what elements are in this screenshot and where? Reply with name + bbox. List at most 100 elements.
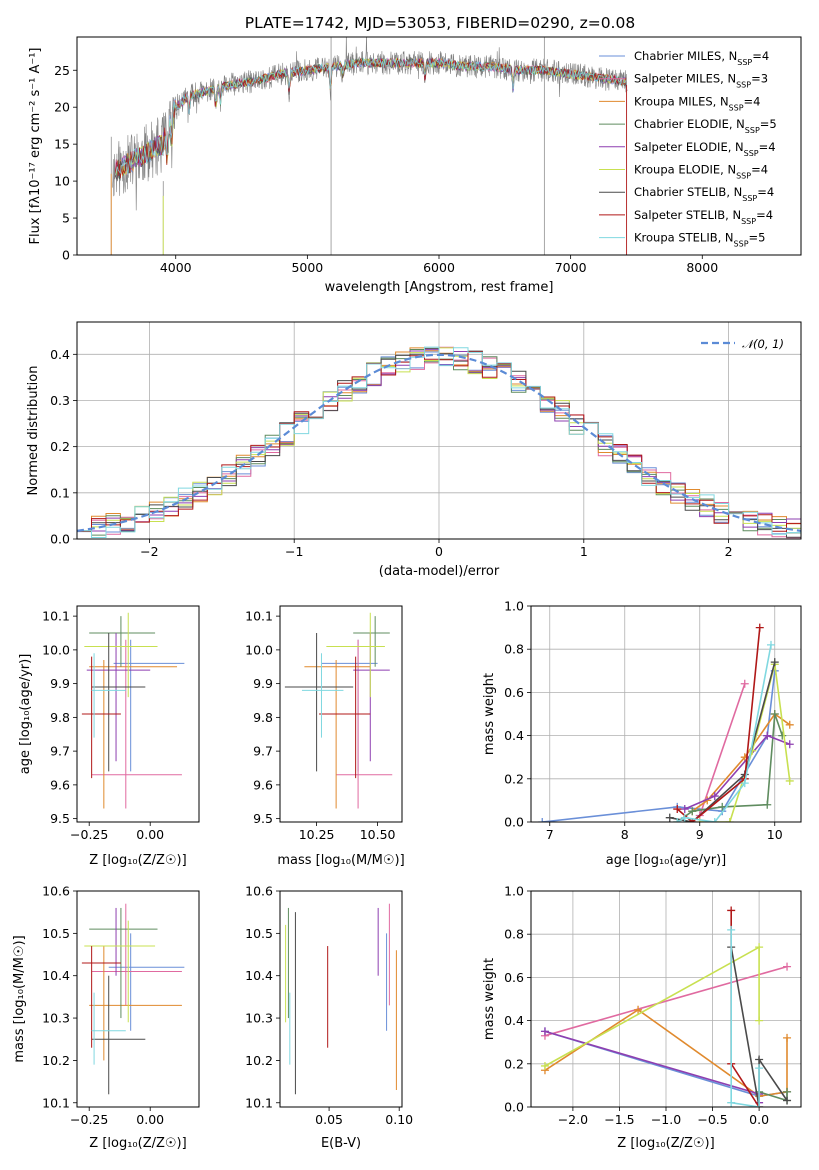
plot-area [81,612,185,809]
y-tick-label: 9.5 [50,811,70,826]
x-axis-label: mass [log₁₀(M/M☉)] [277,853,404,868]
y-tick-label: 10.4 [245,968,273,983]
x-tick-label: 10.25 [299,827,335,842]
y-tick-label: 10.4 [42,968,70,983]
errorbar-kroupa-stelib [91,653,126,738]
axes-frame [76,890,200,1108]
plot-area [285,903,397,1095]
x-tick-label: −2.0 [558,1112,588,1127]
axes-frame [76,605,200,823]
y-tick-label: 15 [54,137,70,152]
x-tick-label: 8000 [686,260,718,275]
errorbar-salpeter-miles [336,639,393,809]
y-tick-label: 9.7 [50,744,70,759]
errorbar-kroupa-miles [89,660,178,809]
weight-point-marker [727,1098,736,1107]
errorbar-chabrier-elodie [353,616,390,667]
y-tick-label: 10.6 [42,884,70,899]
axes-frame [530,890,802,1108]
figure-title: PLATE=1742, MJD=53053, FIBERID=0290, z=0… [245,14,635,32]
y-tick-label: 0.8 [504,927,524,942]
x-tick-label: 0.0 [749,1112,769,1127]
weight-line [676,713,784,822]
y-tick-label: 10.1 [245,1095,273,1110]
y-tick-label: 0.6 [504,970,524,985]
x-tick-label: −0.25 [70,827,108,842]
x-tick-label: −1 [285,544,303,559]
weight-point-marker [783,1033,792,1042]
weight-line [676,644,772,822]
weight-line [684,734,791,810]
errorbar-kroupa-elodie [326,612,385,698]
y-axis-label: mass weight [482,958,497,1040]
weight-point-marker [763,731,772,740]
weight-point-marker [538,818,547,822]
y-tick-label: 10.1 [42,1095,70,1110]
weight-point-marker [783,1096,792,1105]
weight-point-marker [770,710,779,718]
y-tick-label: 0.3 [50,393,70,408]
y-tick-label: 9.9 [50,676,70,691]
weight-point-marker [785,720,794,729]
legend-entry: Kroupa MILES, NSSP=4 [634,94,760,112]
x-tick-label: 7000 [555,260,587,275]
y-tick-label: 9.7 [253,744,273,759]
x-axis-label: age [log₁₀(age/yr)] [606,853,727,868]
weight-point-marker [727,906,736,915]
y-tick-label: 1.0 [504,599,524,614]
x-tick-label: 0.00 [136,827,164,842]
weight-point-marker [763,800,772,809]
y-tick-label: 10.6 [245,884,273,899]
y-axis-label: Normed distribution [26,366,41,496]
y-tick-label: 0.0 [50,532,70,547]
residuals-panel: −2 −1 0 1 2 0.0 0.1 0.2 0.3 0.4 (data-model)/error… [26,321,802,579]
x-tick-label: −1.0 [651,1112,681,1127]
y-axis-label: mass [log₁₀(M/M☉)] [12,935,27,1062]
weight-point-marker [727,925,736,934]
age-vs-Z-panel: −0.25 0.00 9.5 9.6 9.7 9.8 9.9 10.0 10.1 Z [log₁₀… [18,605,200,868]
weight-point-marker [673,805,682,814]
y-tick-label: 9.8 [50,710,70,725]
weight-point-marker [680,805,689,814]
weight-point-marker [718,802,727,811]
y-tick-label: 0.6 [504,685,524,700]
errorbar-salpeter-miles [91,903,182,1006]
weight-point-marker [755,943,764,952]
y-tick-label: 10.5 [42,926,70,941]
y-tick-label: 20 [54,100,70,115]
x-axis-label: wavelength [Angstrom, rest frame] [325,280,554,295]
x-tick-label: 0.05 [315,1112,343,1127]
mass-vs-ebv-panel: 0.05 0.10 10.1 10.2 10.3 10.4 10.5 10.6 E(B-V) [245,884,413,1152]
x-tick-label: 4000 [160,260,192,275]
weight-point-marker [755,1103,764,1107]
errorbar-kroupa-elodie [84,612,158,698]
y-tick-label: 0.2 [504,1056,524,1071]
axes-frame [279,890,403,1108]
x-tick-label: 0.10 [385,1112,413,1127]
y-axis-label: age [log₁₀(age/yr)] [18,654,33,775]
legend-entry: Chabrier ELODIE, NSSP=5 [634,117,777,135]
x-tick-label: −0.25 [70,1112,108,1127]
x-axis-label: Z [log₁₀(Z/Z☉)] [617,1136,714,1151]
x-tick-label: 8 [621,827,629,842]
legend-entry: Kroupa STELIB, NSSP=5 [634,231,765,249]
y-tick-label: 10.1 [42,609,70,624]
x-tick-label: 0.00 [136,1112,164,1127]
x-tick-label: 0 [435,544,443,559]
errorbar-salpeter-elodie [86,633,151,762]
x-tick-label: 1 [580,544,588,559]
weight-point-marker [740,679,749,688]
weight-series-kroupa-stelib [673,640,775,822]
weight-point-marker [740,779,749,788]
weight-point-marker [767,640,775,649]
weight-line [699,683,746,816]
plot-area [284,612,393,809]
y-tick-label: 0.0 [504,1100,524,1115]
errorbar-kroupa-miles [304,660,371,809]
x-axis-label: Z [log₁₀(Z/Z☉)] [89,853,186,868]
y-tick-label: 0.2 [504,771,524,786]
x-tick-label: 10.50 [360,827,396,842]
plot-area [81,903,185,1095]
spectrum-panel: 4000 5000 6000 7000 8000 0 5 10 15 20 25 wavelength… [28,36,802,295]
